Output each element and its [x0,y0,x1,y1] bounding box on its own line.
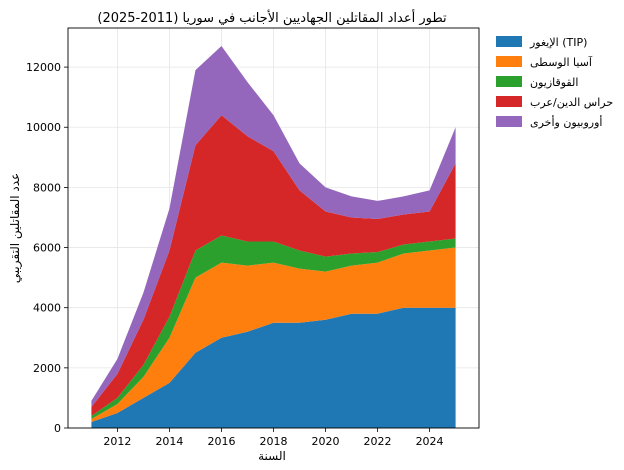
area-series-1 [91,307,456,428]
legend-label: آسيا الوسطى [530,55,593,69]
x-tick-label: 2022 [364,435,392,448]
area-series-3 [91,235,456,419]
area-series-5 [91,46,456,407]
y-tick-label: 10000 [26,121,61,134]
y-tick-label: 6000 [33,242,61,255]
legend-label: الإيغور (TIP) [529,36,587,49]
x-tick-label: 2018 [260,435,288,448]
y-tick-label: 12000 [26,61,61,74]
chart-title: تطور أعداد المقاتلين الجهاديين الأجانب ف… [97,9,447,26]
y-axis-label: عدد المقاتلين التقريبي [8,173,23,283]
x-tick-label: 2012 [103,435,131,448]
legend-label: أوروبيون وأخرى [530,115,602,129]
x-tick-label: 2020 [312,435,340,448]
legend-swatch [496,96,522,107]
legend-label: القوقازيون [530,76,578,89]
area-series-4 [91,115,456,416]
x-tick-label: 2014 [155,435,183,448]
legend-swatch [496,76,522,87]
area-series-2 [91,247,456,422]
x-tick-label: 2024 [416,435,444,448]
x-axis-label: السنة [258,449,286,463]
y-tick-label: 4000 [33,302,61,315]
legend-swatch [496,56,522,67]
y-tick-label: 8000 [33,181,61,194]
y-tick-label: 2000 [33,362,61,375]
legend-label: حراس الدين/عرب [530,96,613,109]
legend: الإيغور (TIP) آسيا الوسطى القوقازيون حراس ا… [496,36,613,129]
x-tick-label: 2016 [207,435,235,448]
plot-area: 2012 2014 2016 2018 2020 2022 2024 0 2000 4000 600… [26,27,480,448]
y-tick-label: 0 [54,422,61,435]
legend-swatch [496,116,522,127]
legend-swatch [496,36,522,47]
